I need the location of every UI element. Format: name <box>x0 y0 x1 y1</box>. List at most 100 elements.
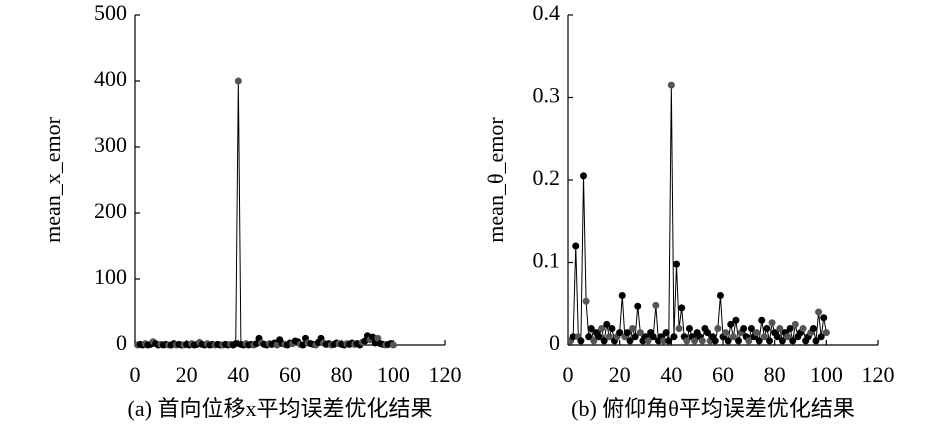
data-point <box>760 333 768 341</box>
x-tick-label: 40 <box>660 362 682 387</box>
data-point <box>711 337 719 345</box>
x-tick-label: 0 <box>563 362 574 387</box>
data-point <box>389 341 397 349</box>
data-point <box>670 333 678 341</box>
data-point <box>605 333 613 341</box>
data-point <box>618 292 626 299</box>
data-point <box>582 297 590 305</box>
data-point <box>577 337 585 345</box>
data-point <box>766 337 773 345</box>
data-point <box>652 301 660 309</box>
data-point <box>753 329 761 337</box>
data-point <box>778 337 786 345</box>
data-point <box>716 292 724 299</box>
y-tick-label: 400 <box>94 66 127 91</box>
data-point <box>735 337 742 345</box>
x-tick-label: 100 <box>377 362 410 387</box>
y-axis-label: mean_x_emor <box>40 116 65 243</box>
x-tick-label: 60 <box>279 362 301 387</box>
data-point <box>665 337 673 345</box>
data-point <box>626 337 634 345</box>
caption: (b) 俯仰角θ平均误差优化结果 <box>571 396 855 421</box>
y-tick-label: 100 <box>94 264 127 289</box>
x-tick-label: 120 <box>429 362 462 387</box>
data-point <box>232 340 240 348</box>
data-point <box>374 334 382 342</box>
data-point <box>815 308 823 316</box>
data-point <box>732 316 740 324</box>
data-point <box>660 337 668 345</box>
data-line <box>137 80 394 346</box>
data-point <box>636 329 644 337</box>
data-point <box>812 337 820 345</box>
data-point <box>745 337 753 345</box>
data-point <box>569 333 577 341</box>
data-line <box>570 85 827 343</box>
data-point <box>649 333 657 341</box>
y-tick-label: 200 <box>94 198 127 223</box>
data-point <box>675 325 683 332</box>
y-tick-label: 0 <box>549 330 560 355</box>
data-point <box>603 320 611 328</box>
data-point <box>252 340 260 348</box>
data-point <box>644 337 652 345</box>
y-tick-label: 0.4 <box>533 0 561 25</box>
data-point <box>590 337 598 345</box>
data-point <box>685 325 693 332</box>
data-point <box>572 242 580 250</box>
data-point <box>747 325 755 332</box>
data-point <box>773 333 781 341</box>
data-point <box>784 333 792 341</box>
data-point <box>799 325 807 332</box>
data-point <box>678 304 686 312</box>
y-tick-label: 0.2 <box>533 165 561 190</box>
data-point <box>629 325 637 332</box>
data-point <box>598 325 606 332</box>
data-point <box>820 314 828 322</box>
data-point <box>822 329 830 337</box>
data-point <box>580 172 587 180</box>
x-tick-label: 80 <box>764 362 786 387</box>
x-tick-label: 20 <box>176 362 198 387</box>
x-tick-label: 100 <box>810 362 843 387</box>
y-tick-label: 0.1 <box>533 248 561 273</box>
data-point <box>623 329 631 337</box>
x-tick-label: 20 <box>609 362 631 387</box>
y-tick-label: 0.3 <box>533 83 561 108</box>
data-point <box>631 333 639 341</box>
x-tick-label: 40 <box>227 362 249 387</box>
data-point <box>595 333 603 341</box>
y-axis-label: mean_θ_emor <box>483 117 508 243</box>
data-point <box>234 77 242 85</box>
data-point <box>809 325 817 332</box>
data-point <box>722 329 730 337</box>
data-point <box>698 337 706 345</box>
data-point <box>608 325 616 332</box>
data-point <box>791 320 799 328</box>
data-point <box>667 81 675 89</box>
data-point <box>763 325 771 332</box>
caption: (a) 首向位移x平均误差优化结果 <box>128 396 433 421</box>
data-point <box>768 319 776 327</box>
x-tick-label: 80 <box>331 362 353 387</box>
data-point <box>714 325 722 332</box>
x-tick-label: 120 <box>862 362 895 387</box>
data-point <box>724 337 732 345</box>
data-point <box>727 320 735 328</box>
data-point <box>683 337 691 345</box>
data-point <box>755 337 763 345</box>
data-point <box>758 316 766 324</box>
data-point <box>776 325 784 332</box>
data-point <box>600 337 608 345</box>
y-tick-label: 0 <box>116 330 127 355</box>
data-point <box>704 329 711 337</box>
data-point <box>729 333 737 341</box>
data-point <box>585 333 593 341</box>
y-tick-label: 300 <box>94 132 127 157</box>
data-point <box>691 337 699 345</box>
y-tick-label: 500 <box>94 0 127 25</box>
data-point <box>740 325 748 332</box>
data-point <box>634 302 642 310</box>
x-tick-label: 60 <box>712 362 734 387</box>
